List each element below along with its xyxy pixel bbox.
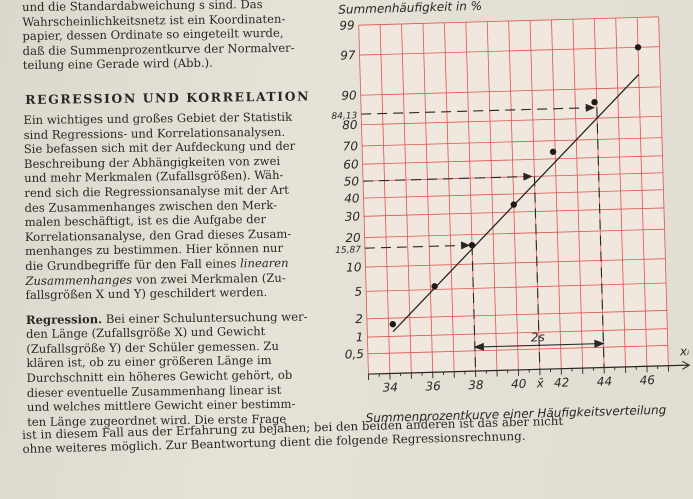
grid-line-vertical [551, 19, 562, 369]
grid-line-vertical [486, 21, 498, 371]
grid-line-vertical [615, 18, 626, 367]
x-axis-arrow [681, 360, 691, 370]
probability-plot-figure: 99 97 90 84,13 80 70 60 50 40 30 20 15,87 10 5 2 1 0,5 34… [330, 0, 693, 430]
y-tick-label: 15,87 [335, 245, 361, 256]
y-tick-label: 80 [342, 118, 358, 132]
grid-line-vertical [358, 25, 369, 375]
data-point [389, 320, 396, 328]
section-heading: REGRESSION UND KORRELATION [25, 88, 311, 107]
reference-arrow [585, 103, 596, 112]
data-point [549, 148, 557, 155]
y-tick-label: 99 [339, 18, 355, 32]
y-tick-label: 84,13 [331, 111, 357, 122]
data-points [389, 44, 642, 328]
y-tick-label: 20 [345, 231, 361, 245]
grid [358, 16, 669, 375]
data-point [510, 201, 517, 208]
x-tick-label: 38 [468, 378, 484, 392]
reference-line-horizontal [361, 107, 593, 115]
y-tick-label: 10 [346, 260, 362, 274]
mean-label: x̄ [535, 376, 544, 390]
grid-line-vertical [636, 17, 648, 367]
x-tick-label: 42 [554, 375, 570, 389]
dimension-arrow-left [473, 342, 485, 351]
axes [368, 360, 691, 381]
y-axis-title: Summenhäufigkeit in % [338, 0, 482, 17]
y-tick-label: 50 [344, 174, 360, 188]
dimension-arrow-right [594, 339, 605, 348]
x-tick-label: 44 [597, 374, 613, 388]
y-tick-label: 30 [345, 209, 361, 223]
y-tick-label: 90 [341, 88, 357, 102]
grid-line-vertical [379, 24, 391, 374]
y-tick-label: 2 [355, 312, 363, 326]
text-fragment: Bei einer Schuluntersuchung wer- [105, 309, 308, 326]
y-tick-label: 5 [354, 285, 362, 299]
regression-intro-paragraph: Ein wichtiges und großes Gebiet der Stat… [23, 109, 337, 303]
reference-line-vertical [533, 176, 541, 370]
y-tick-label: 70 [343, 139, 359, 153]
regression-paragraph: Regression. Bei einer Schuluntersuchung … [26, 309, 339, 430]
grid-line-vertical [443, 22, 455, 372]
reference-lines [361, 103, 605, 372]
x-axis-label: xᵢ [679, 344, 690, 358]
two-s-label: 2s [531, 330, 545, 344]
y-tick-label: 1 [356, 330, 364, 344]
x-tick-label: 40 [511, 377, 527, 391]
data-point [591, 99, 598, 106]
x-tick-label: 34 [382, 380, 398, 394]
reference-line-vertical [596, 107, 605, 368]
italic-term: linearen [239, 255, 289, 271]
data-point [431, 283, 438, 290]
reference-line-horizontal [364, 244, 469, 249]
data-point [468, 241, 476, 249]
data-point [634, 44, 642, 51]
grid-line-vertical [658, 16, 669, 366]
italic-term: Zusammenhanges [25, 272, 133, 288]
run-in-heading: Regression. [25, 311, 103, 327]
y-tick-label: 40 [344, 191, 360, 205]
x-tick-label: 36 [425, 379, 441, 393]
two-s-dimension-line [474, 342, 604, 348]
reference-line-horizontal [363, 175, 531, 182]
grid-line-vertical [572, 19, 584, 369]
text-line: teilung eine Gerade wird (Abb.). [22, 56, 213, 73]
reference-arrow [523, 172, 533, 181]
grid-line-vertical [508, 21, 519, 370]
left-text-column: und die Standardabweichung s sind. Das W… [22, 0, 339, 429]
y-tick-label: 60 [343, 157, 359, 171]
intro-paragraph: und die Standardabweichung s sind. Das W… [22, 0, 335, 73]
grid-line-vertical [422, 23, 434, 373]
reference-line-vertical [471, 245, 477, 372]
y-tick-label: 0,5 [345, 347, 364, 362]
y-tick-label: 97 [340, 48, 356, 62]
x-tick-label: 46 [639, 373, 655, 387]
text-fragment: von zwei Merkmalen (Zu- [135, 270, 286, 287]
